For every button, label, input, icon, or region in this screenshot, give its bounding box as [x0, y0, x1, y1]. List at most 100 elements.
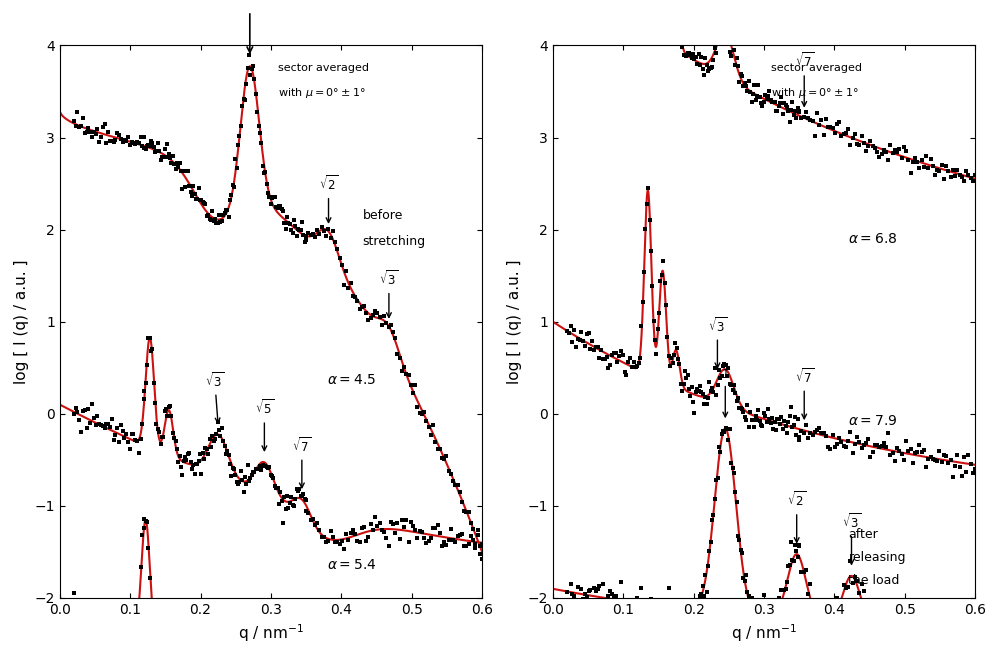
Point — [168, 164, 184, 174]
Point — [582, 585, 598, 595]
Point — [113, 626, 129, 636]
Point — [651, 308, 667, 318]
Point — [711, 38, 727, 48]
Point — [93, 624, 109, 635]
Point — [183, 187, 199, 197]
Point — [298, 230, 314, 241]
Point — [787, 540, 803, 550]
Point — [628, 361, 644, 372]
Point — [887, 145, 903, 155]
Point — [836, 129, 852, 139]
Point — [291, 225, 307, 236]
Point — [622, 20, 638, 31]
Point — [802, 428, 818, 438]
Point — [757, 89, 773, 100]
Point — [200, 449, 216, 459]
Point — [896, 636, 912, 647]
Point — [825, 122, 841, 133]
Point — [654, 270, 670, 280]
Point — [655, 256, 671, 266]
Point — [691, 601, 707, 611]
Point — [865, 628, 881, 638]
Point — [242, 473, 258, 484]
Point — [559, 326, 575, 336]
Point — [715, 361, 731, 372]
Text: $\alpha = 7.9$: $\alpha = 7.9$ — [848, 414, 898, 428]
Point — [963, 459, 979, 470]
Point — [662, 361, 678, 371]
Point — [617, 367, 633, 378]
Point — [646, 316, 662, 326]
Point — [185, 459, 201, 470]
Point — [754, 101, 770, 112]
Point — [784, 421, 800, 432]
Point — [82, 604, 98, 615]
Point — [93, 132, 109, 142]
Point — [188, 193, 204, 204]
Point — [421, 421, 437, 432]
Text: with $\mu = 0°\pm 1°$: with $\mu = 0°\pm 1°$ — [278, 86, 366, 100]
Point — [77, 605, 93, 616]
Point — [847, 572, 863, 582]
Point — [169, 157, 185, 168]
Point — [80, 123, 96, 134]
Point — [332, 253, 348, 263]
Point — [727, 487, 743, 497]
Point — [898, 613, 914, 623]
Point — [723, 458, 739, 468]
Point — [851, 437, 867, 447]
Point — [678, 51, 694, 61]
Point — [407, 524, 423, 535]
Point — [802, 579, 818, 590]
Point — [745, 88, 761, 99]
Point — [667, 599, 683, 610]
Point — [154, 598, 170, 609]
Point — [454, 528, 470, 539]
Point — [716, 28, 732, 38]
Point — [697, 570, 713, 580]
Point — [572, 597, 588, 607]
Point — [739, 586, 755, 597]
Point — [620, 603, 636, 613]
Point — [655, 598, 671, 609]
Text: $\sqrt{7}$: $\sqrt{7}$ — [795, 367, 814, 418]
Point — [620, 16, 636, 26]
Point — [678, 372, 694, 383]
Point — [691, 386, 707, 397]
Point — [151, 427, 167, 438]
Point — [88, 607, 104, 618]
Point — [174, 184, 190, 194]
Point — [626, 356, 642, 367]
Point — [629, 360, 645, 370]
Point — [952, 615, 968, 626]
Point — [285, 500, 301, 511]
Point — [75, 605, 91, 615]
Point — [663, 601, 679, 611]
Point — [66, 588, 82, 598]
Point — [84, 132, 100, 142]
Point — [874, 607, 890, 618]
Point — [465, 535, 481, 545]
Point — [588, 342, 604, 352]
Point — [196, 454, 212, 465]
Point — [669, 16, 685, 26]
Point — [624, 10, 640, 20]
Point — [443, 468, 459, 479]
Point — [445, 534, 461, 545]
Point — [75, 405, 91, 416]
Point — [577, 340, 593, 351]
Point — [773, 92, 789, 103]
Point — [398, 515, 414, 525]
Point — [166, 433, 182, 443]
Point — [113, 419, 129, 430]
Point — [148, 146, 164, 157]
Point — [867, 611, 883, 622]
Point — [657, 278, 673, 288]
Point — [104, 136, 120, 147]
Point — [305, 228, 321, 239]
Point — [387, 527, 403, 538]
Point — [93, 419, 109, 430]
Point — [733, 403, 749, 413]
Point — [153, 439, 169, 449]
Point — [230, 479, 246, 490]
